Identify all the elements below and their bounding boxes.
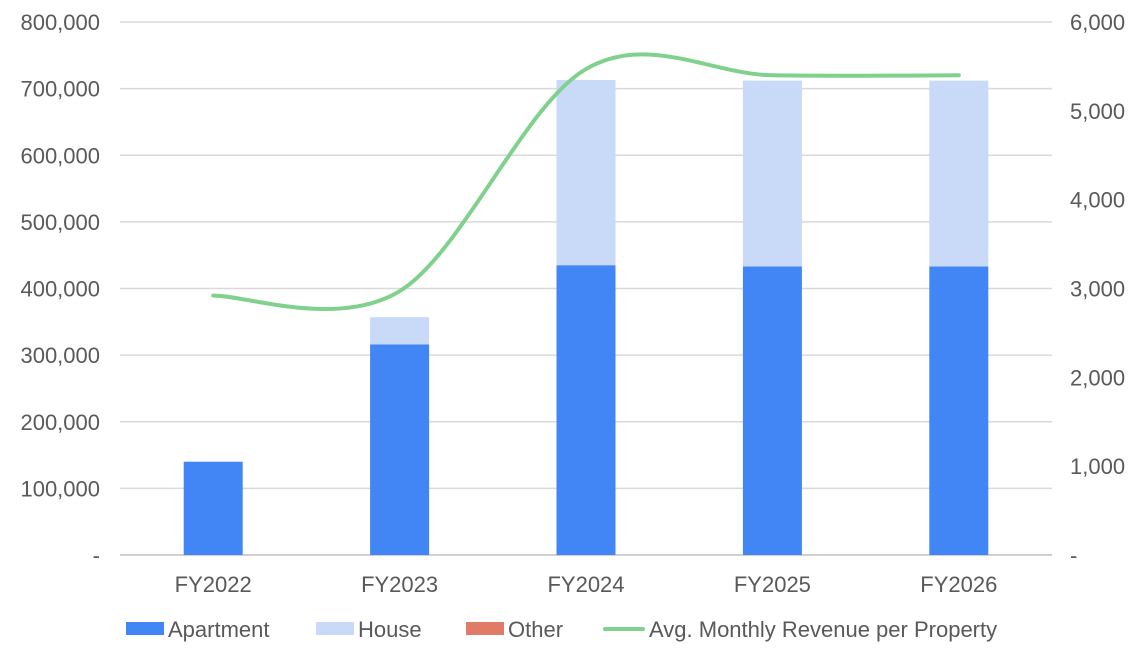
legend-swatch-other (466, 622, 504, 635)
y-left-tick-label: 700,000 (20, 77, 100, 102)
y-right-tick-label: 6,000 (1070, 10, 1125, 35)
legend-label-apartment: Apartment (168, 617, 270, 642)
y-right-tick-label: 1,000 (1070, 454, 1125, 479)
legend-swatch-house (316, 622, 354, 635)
line-avg-monthly-revenue-per-property (211, 52, 961, 311)
x-tick-label: FY2022 (175, 572, 252, 597)
y-left-tick-label: 300,000 (20, 343, 100, 368)
y-right-tick-label: 3,000 (1070, 277, 1125, 302)
bars (183, 79, 989, 555)
bar-house (556, 79, 616, 266)
y-left-tick-label: 600,000 (20, 143, 100, 168)
y-axis-right: - 1,000 2,000 3,000 4,000 5,000 6,000 (1070, 10, 1125, 568)
legend: Apartment House Other Avg. Monthly Revenue … (126, 617, 997, 642)
y-left-tick-label: - (93, 543, 100, 568)
x-tick-label: FY2024 (547, 572, 624, 597)
bar-apartment (556, 265, 616, 555)
bar-apartment (929, 266, 989, 555)
bar-house (929, 80, 989, 267)
line-series (211, 52, 961, 311)
y-axis-left: - 100,000 200,000 300,000 400,000 500,000 600,… (20, 10, 100, 568)
y-right-tick-label: 5,000 (1070, 99, 1125, 124)
legend-label-house: House (358, 617, 422, 642)
y-right-tick-label: 2,000 (1070, 365, 1125, 390)
bar-apartment (370, 344, 430, 555)
bar-house (742, 80, 802, 267)
bar-apartment (742, 266, 802, 555)
y-left-tick-label: 100,000 (20, 476, 100, 501)
x-axis: FY2022 FY2023 FY2024 FY2025 FY2026 (175, 572, 998, 597)
legend-label-other: Other (508, 617, 563, 642)
y-left-tick-label: 200,000 (20, 410, 100, 435)
x-tick-label: FY2026 (920, 572, 997, 597)
legend-swatch-apartment (126, 622, 164, 635)
bar-apartment (183, 461, 243, 555)
bar-house (370, 317, 430, 345)
y-right-tick-label: - (1070, 543, 1077, 568)
y-left-tick-label: 400,000 (20, 277, 100, 302)
x-tick-label: FY2025 (734, 572, 811, 597)
y-left-tick-label: 800,000 (20, 10, 100, 35)
x-tick-label: FY2023 (361, 572, 438, 597)
y-left-tick-label: 500,000 (20, 210, 100, 235)
y-right-tick-label: 4,000 (1070, 188, 1125, 213)
legend-label-avg-monthly-revenue-per-property: Avg. Monthly Revenue per Property (649, 617, 997, 642)
